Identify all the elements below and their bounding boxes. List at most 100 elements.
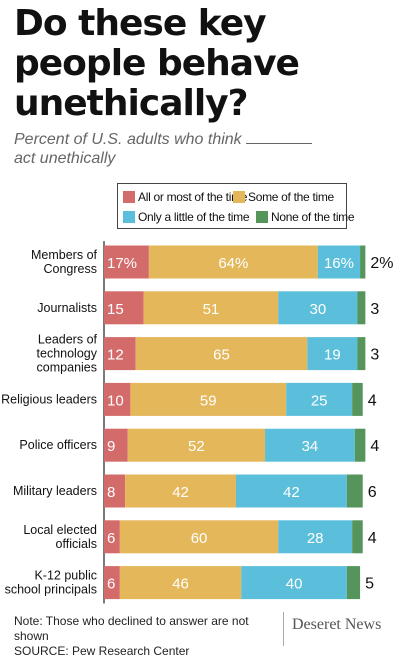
data-label: 59 bbox=[200, 392, 217, 409]
bar-segment bbox=[352, 382, 363, 416]
bar-segment bbox=[236, 474, 347, 508]
bar-segment bbox=[317, 245, 361, 279]
data-label: 5 bbox=[365, 576, 374, 593]
legend-item-none: None of the time bbox=[256, 208, 355, 226]
bar-segment bbox=[352, 520, 363, 554]
data-label: 52 bbox=[188, 438, 205, 455]
data-label: 60 bbox=[191, 530, 208, 547]
data-label: 51 bbox=[203, 301, 220, 318]
bar-segment bbox=[104, 382, 131, 416]
category-label: companies bbox=[37, 361, 97, 375]
bar-segment bbox=[357, 291, 366, 325]
subtitle-text: Percent of U.S. adults who think bbox=[14, 131, 242, 148]
data-label: 4 bbox=[368, 530, 377, 547]
bar-segment bbox=[104, 566, 120, 600]
data-label: 10 bbox=[107, 392, 124, 409]
category-label: Journalists bbox=[37, 301, 97, 315]
data-label: 12 bbox=[107, 347, 124, 364]
subtitle-blank bbox=[246, 131, 313, 144]
data-label: 17% bbox=[107, 255, 137, 272]
category-label: Members of bbox=[31, 248, 98, 262]
data-label: 6 bbox=[107, 530, 115, 547]
legend-item-little: Only a little of the time bbox=[123, 208, 250, 226]
bar-segment bbox=[360, 245, 366, 279]
footer-source: SOURCE: Pew Research Center bbox=[14, 644, 190, 658]
chart-footer: Note: Those who declined to answer are n… bbox=[14, 614, 274, 659]
bar-segment bbox=[130, 382, 287, 416]
bar-segment bbox=[104, 245, 149, 279]
data-label: 46 bbox=[172, 576, 189, 593]
data-label: 64% bbox=[218, 255, 248, 272]
bar-segment bbox=[127, 428, 266, 462]
bar-segment bbox=[307, 337, 358, 371]
data-label: 3 bbox=[370, 347, 379, 364]
category-label: Congress bbox=[44, 262, 98, 276]
category-label: technology bbox=[37, 347, 98, 361]
legend-swatch-none bbox=[256, 211, 268, 223]
legend-swatch-all bbox=[123, 191, 135, 203]
data-label: 2% bbox=[370, 255, 393, 272]
brand-logo: Deseret News bbox=[292, 616, 382, 633]
data-label: 8 bbox=[107, 484, 115, 501]
category-label: Leaders of bbox=[38, 333, 98, 347]
bar-segment bbox=[143, 291, 279, 325]
subtitle-text-line2: act unethically bbox=[14, 150, 116, 167]
data-label: 65 bbox=[213, 347, 230, 364]
legend-item-some: Some of the time bbox=[233, 188, 334, 206]
bar-segment bbox=[286, 382, 353, 416]
category-label: Police officers bbox=[19, 438, 97, 452]
bar-segment bbox=[125, 474, 236, 508]
data-label: 16% bbox=[324, 255, 354, 272]
bar-segment bbox=[346, 566, 361, 600]
legend-item-all: All or most of the time bbox=[123, 188, 247, 206]
bar-segment bbox=[119, 520, 279, 554]
data-label: 30 bbox=[309, 301, 326, 318]
data-label: 19 bbox=[324, 347, 341, 364]
data-label: 42 bbox=[283, 484, 300, 501]
category-label: Military leaders bbox=[13, 484, 97, 498]
data-label: 6 bbox=[368, 484, 377, 501]
bar-segment bbox=[278, 291, 358, 325]
bar-segment bbox=[104, 520, 120, 554]
legend-label-little: Only a little of the time bbox=[138, 210, 250, 224]
bar-segment bbox=[104, 337, 136, 371]
data-label: 25 bbox=[311, 392, 328, 409]
bar-segment bbox=[104, 428, 128, 462]
data-label: 4 bbox=[368, 392, 377, 409]
category-label: officials bbox=[56, 537, 97, 551]
bar-segment bbox=[354, 428, 366, 462]
category-label: school principals bbox=[5, 583, 97, 597]
bar-segment bbox=[135, 337, 308, 371]
category-label: Religious leaders bbox=[1, 392, 97, 406]
bar-segment bbox=[265, 428, 355, 462]
data-label: 28 bbox=[307, 530, 324, 547]
bar-segment bbox=[148, 245, 318, 279]
data-label: 4 bbox=[370, 438, 379, 455]
bar-segment bbox=[241, 566, 347, 600]
legend-swatch-little bbox=[123, 211, 135, 223]
bar-segment bbox=[104, 474, 126, 508]
data-label: 9 bbox=[107, 438, 115, 455]
category-label: K-12 public bbox=[34, 569, 97, 583]
legend-label-some: Some of the time bbox=[248, 190, 334, 204]
bar-segment bbox=[104, 291, 144, 325]
chart-title: Do these key people behave unethically? bbox=[14, 3, 300, 124]
legend-swatch-some bbox=[233, 191, 245, 203]
data-label: 40 bbox=[286, 576, 303, 593]
data-label: 42 bbox=[172, 484, 189, 501]
bar-segment bbox=[346, 474, 363, 508]
category-label: Local elected bbox=[23, 523, 97, 537]
chart-subtitle: Percent of U.S. adults who think act une… bbox=[14, 130, 314, 168]
data-label: 6 bbox=[107, 576, 115, 593]
bar-segment bbox=[278, 520, 353, 554]
legend-label-all: All or most of the time bbox=[138, 190, 248, 204]
bar-segment bbox=[357, 337, 366, 371]
chart-legend: All or most of the time Some of the time… bbox=[117, 183, 355, 229]
bar-segment bbox=[119, 566, 242, 600]
legend-label-none: None of the time bbox=[271, 210, 355, 224]
data-label: 34 bbox=[302, 438, 319, 455]
data-label: 3 bbox=[370, 301, 379, 318]
data-label: 15 bbox=[107, 301, 124, 318]
footer-note: Note: Those who declined to answer are n… bbox=[14, 614, 249, 643]
